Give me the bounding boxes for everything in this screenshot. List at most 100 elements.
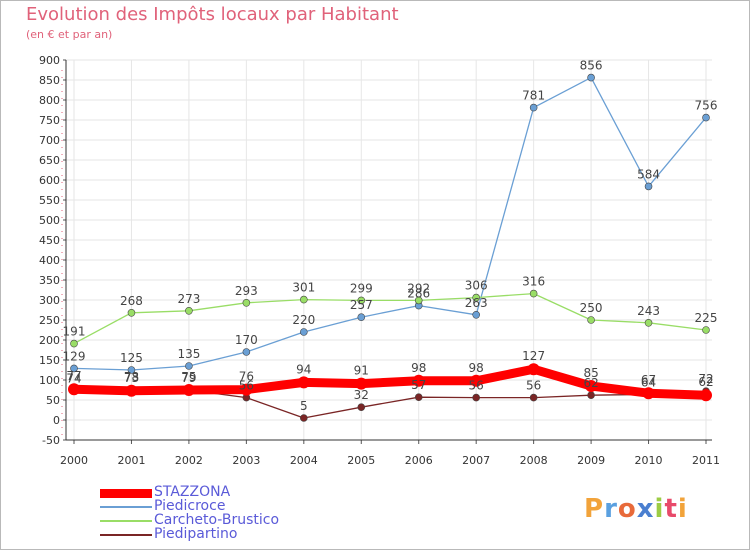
y-tick-label: 250 xyxy=(39,314,60,327)
point-piedicroce xyxy=(127,366,136,374)
data-label-stazzona: 98 xyxy=(469,361,484,375)
data-label-stazzona: 127 xyxy=(522,349,545,363)
point-piedicroce xyxy=(702,113,710,122)
data-label-carcheto-brustico: 293 xyxy=(235,284,258,298)
legend-swatch xyxy=(100,520,152,522)
point-piedicroce xyxy=(242,348,251,356)
point-carcheto-brustico xyxy=(242,298,251,307)
point-piedicroce xyxy=(644,182,653,191)
series-line-stazzona xyxy=(69,364,711,400)
point-stazzona xyxy=(527,363,540,376)
data-label-piedipartino: 32 xyxy=(354,388,369,402)
axis-layer: -50 0 50 100 150 200 250 300 350 400 450 500 550 600 6… xyxy=(39,54,720,467)
legend-label: Carcheto-Brustico xyxy=(154,512,280,528)
point-carcheto-brustico xyxy=(127,308,136,317)
point-piedicroce xyxy=(529,103,538,112)
data-label-piedicroce: 220 xyxy=(292,313,315,327)
point-piedicroce xyxy=(300,328,308,336)
point-stazzona xyxy=(297,376,310,389)
data-label-carcheto-brustico: 268 xyxy=(120,294,143,308)
data-label-piedicroce: 135 xyxy=(177,347,200,361)
point-piedipartino xyxy=(357,403,366,412)
y-tick-label: 400 xyxy=(39,254,60,267)
data-label-piedipartino: 5 xyxy=(300,399,308,413)
point-stazzona xyxy=(700,389,712,402)
x-tick-label: 2009 xyxy=(577,454,605,467)
chart-subtitle: (en € et par an) xyxy=(26,28,113,41)
y-tick-label: 650 xyxy=(39,154,60,167)
point-piedipartino xyxy=(300,414,308,422)
y-tick-label: 150 xyxy=(39,354,60,367)
data-label-piedicroce: 263 xyxy=(465,296,488,310)
point-piedicroce xyxy=(472,310,480,319)
legend-label: Piedipartino xyxy=(154,526,238,542)
svg-text:Proxiti: Proxiti xyxy=(584,494,688,524)
data-label-carcheto-brustico: 306 xyxy=(465,279,488,293)
y-tick-label: 600 xyxy=(39,174,60,187)
data-label-stazzona: 77 xyxy=(66,369,81,383)
legend-label: STAZZONA xyxy=(154,484,231,500)
data-label-stazzona: 98 xyxy=(411,361,426,375)
data-label-stazzona: 67 xyxy=(641,373,656,387)
point-carcheto-brustico xyxy=(414,296,423,305)
legend-swatch xyxy=(100,506,152,508)
point-piedicroce xyxy=(185,362,193,370)
data-label-stazzona: 76 xyxy=(239,370,254,384)
proxiti-logo: Proxiti xyxy=(584,494,688,524)
point-stazzona xyxy=(585,380,598,392)
y-tick-label: 0 xyxy=(53,414,60,427)
y-tick-label: 900 xyxy=(39,54,60,67)
data-label-piedicroce: 756 xyxy=(695,99,718,113)
x-tick-label: 2005 xyxy=(347,454,375,467)
point-carcheto-brustico xyxy=(300,295,308,304)
data-label-piedipartino: 57 xyxy=(411,378,426,392)
legend-swatch xyxy=(100,488,152,498)
series-line-piedicroce xyxy=(73,76,707,371)
y-tick-label: 300 xyxy=(39,294,60,307)
point-carcheto-brustico xyxy=(185,306,193,315)
y-tick-label: 100 xyxy=(39,374,60,387)
y-tick-label: 500 xyxy=(39,214,60,227)
data-label-carcheto-brustico: 273 xyxy=(177,292,200,306)
x-tick-label: 2007 xyxy=(462,454,490,467)
data-label-piedipartino: 56 xyxy=(239,379,254,393)
y-tick-label: 850 xyxy=(39,74,60,87)
x-tick-label: 2001 xyxy=(117,454,145,467)
point-carcheto-brustico xyxy=(587,316,595,324)
data-label-carcheto-brustico: 292 xyxy=(407,281,430,295)
point-carcheto-brustico xyxy=(702,326,710,334)
data-label-piedicroce: 781 xyxy=(522,89,545,103)
data-label-carcheto-brustico: 250 xyxy=(580,301,603,315)
y-tick-label: 550 xyxy=(39,194,60,207)
data-label-stazzona: 62 xyxy=(698,375,713,389)
x-tick-label: 2003 xyxy=(232,454,260,467)
point-stazzona xyxy=(412,374,425,387)
point-piedicroce xyxy=(357,313,366,322)
data-label-stazzona: 75 xyxy=(181,370,196,384)
point-stazzona xyxy=(125,384,138,397)
series-layer xyxy=(68,73,712,422)
point-piedicroce xyxy=(70,364,78,373)
data-label-carcheto-brustico: 225 xyxy=(695,311,718,325)
point-stazzona xyxy=(68,383,80,396)
point-piedipartino xyxy=(472,393,480,402)
point-stazzona xyxy=(470,374,483,387)
point-carcheto-brustico xyxy=(472,293,480,302)
data-label-carcheto-brustico: 191 xyxy=(63,325,86,339)
x-tick-label: 2000 xyxy=(60,454,88,467)
data-label-stazzona: 94 xyxy=(296,362,311,376)
x-tick-label: 2002 xyxy=(175,454,203,467)
y-tick-label: 450 xyxy=(39,234,60,247)
data-label-piedicroce: 856 xyxy=(580,59,603,73)
data-label-piedipartino: 56 xyxy=(526,379,541,393)
data-label-piedicroce: 129 xyxy=(63,349,86,363)
data-label-piedicroce: 584 xyxy=(637,167,660,181)
x-tick-label: 2011 xyxy=(692,454,720,467)
legend-label: Piedicroce xyxy=(154,498,226,514)
data-label-piedipartino: 78 xyxy=(124,370,139,384)
point-stazzona xyxy=(642,387,655,400)
data-label-carcheto-brustico: 301 xyxy=(292,281,315,295)
data-label-piedipartino: 74 xyxy=(66,371,81,385)
